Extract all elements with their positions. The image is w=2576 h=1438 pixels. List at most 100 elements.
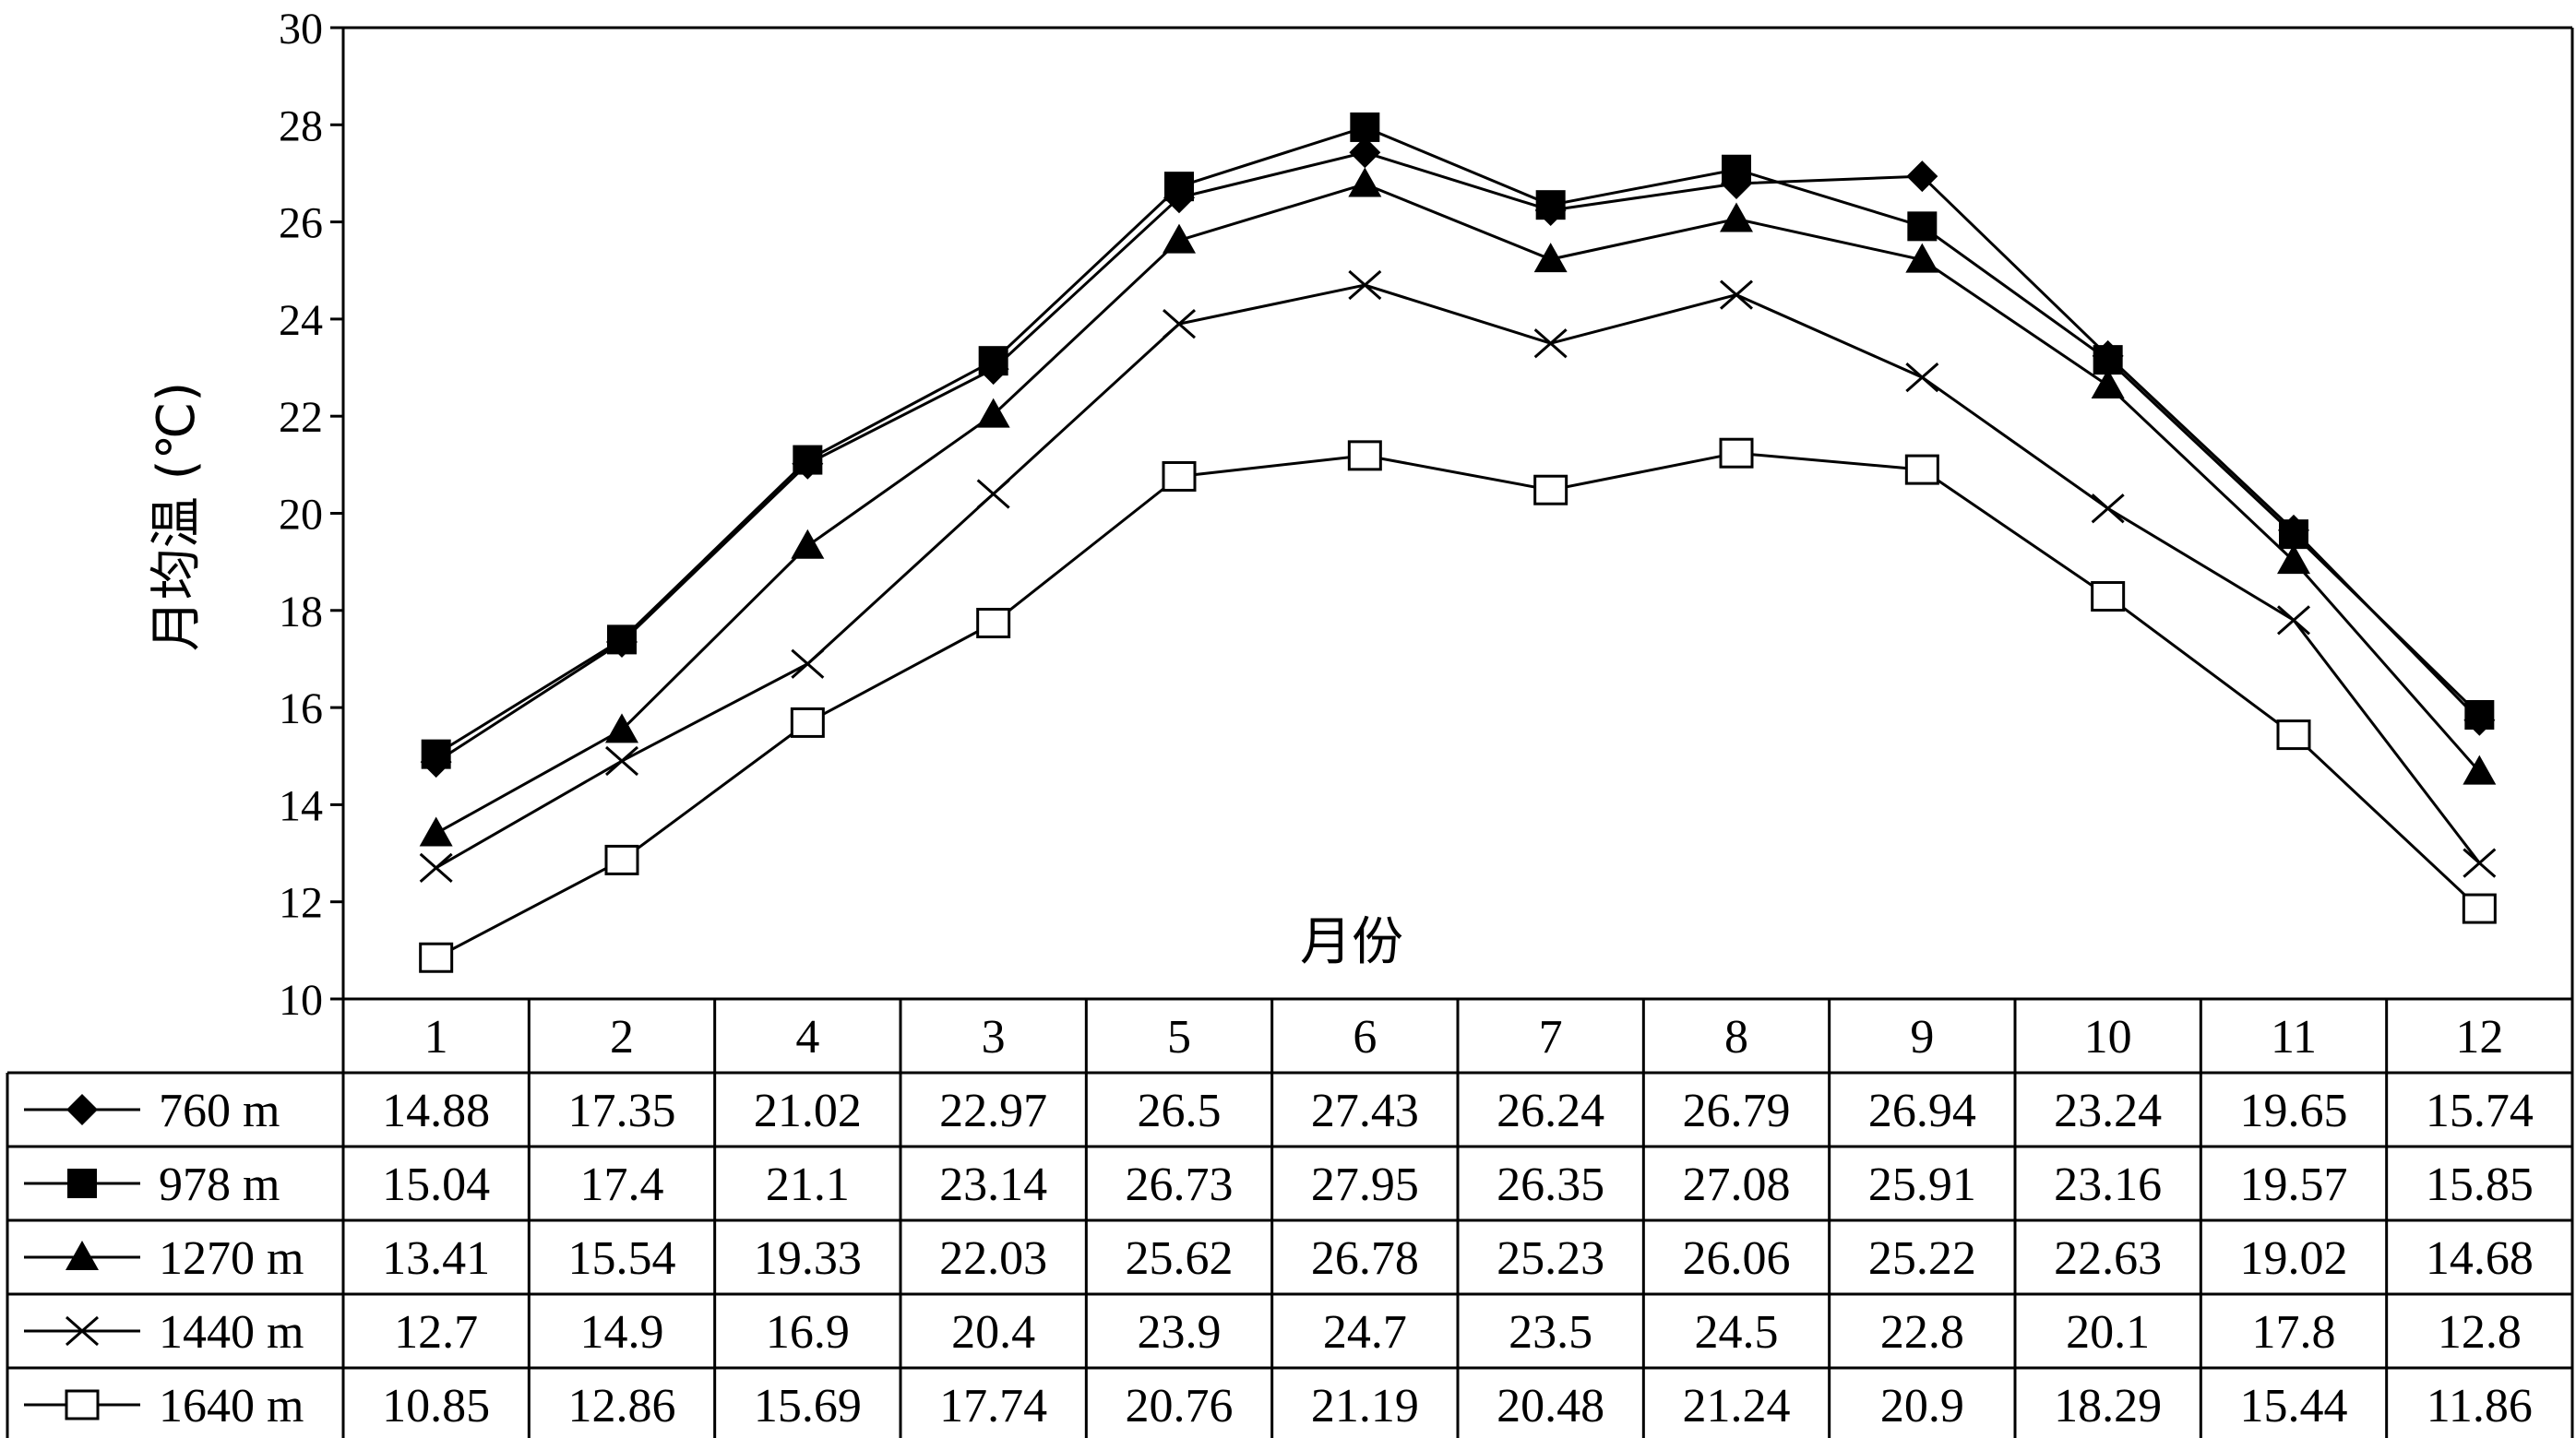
data-point [1905, 362, 1939, 393]
table-value-cell: 22.8 [1880, 1306, 1964, 1359]
x-category-label: 2 [610, 1011, 634, 1064]
data-point [2279, 519, 2308, 550]
data-point [1719, 437, 1754, 469]
table-value-cell: 25.23 [1497, 1232, 1604, 1285]
data-point [607, 624, 637, 655]
data-point [419, 942, 454, 973]
data-point [1722, 154, 1751, 184]
data-point [1533, 328, 1568, 359]
x-axis-title: 月份 [1300, 912, 1403, 972]
data-point [1350, 112, 1380, 142]
x-category-label: 7 [1539, 1011, 1563, 1064]
table-value-cell: 20.76 [1126, 1380, 1234, 1432]
table-value-cell: 12.86 [568, 1380, 676, 1432]
legend-series-name: 1440 m [159, 1306, 304, 1359]
data-point [2091, 581, 2126, 612]
x-category-label: 4 [795, 1011, 819, 1064]
table-value-cell: 26.73 [1126, 1159, 1234, 1211]
table-value-cell: 26.78 [1311, 1232, 1419, 1285]
data-point [1163, 309, 1196, 339]
y-tick-label: 16 [279, 684, 323, 733]
series-line [435, 125, 2481, 755]
data-point [978, 346, 1008, 376]
table-value-cell: 17.35 [568, 1085, 676, 1137]
data-point [605, 745, 638, 777]
x-category-label: 3 [982, 1011, 1006, 1064]
legend-key-marker [65, 1389, 100, 1420]
legend-series-name: 1640 m [159, 1380, 304, 1432]
table-value-cell: 14.9 [580, 1306, 664, 1359]
table-value-cell: 24.5 [1695, 1306, 1779, 1359]
table-value-cell: 23.24 [2054, 1085, 2162, 1137]
data-point [1535, 190, 1566, 220]
table-value-cell: 15.74 [2426, 1085, 2534, 1137]
y-tick-label: 26 [279, 199, 323, 248]
table-value-cell: 25.22 [1868, 1232, 1976, 1285]
table-value-cell: 13.41 [382, 1232, 490, 1285]
series-line [435, 182, 2481, 835]
table-value-cell: 20.9 [1880, 1380, 1964, 1432]
table-value-cell: 23.9 [1138, 1306, 1222, 1359]
data-point [419, 816, 453, 847]
table-value-cell: 27.43 [1311, 1085, 1419, 1137]
table-value-cell: 27.95 [1311, 1159, 1419, 1211]
table-value-cell: 22.03 [939, 1232, 1047, 1285]
data-point [605, 713, 638, 743]
table-value-cell: 23.16 [2054, 1159, 2162, 1211]
table-value-cell: 15.85 [2426, 1159, 2534, 1211]
data-point [419, 852, 453, 883]
table-value-cell: 19.02 [2240, 1232, 2348, 1285]
data-point [1348, 167, 1382, 197]
x-category-label: 1 [424, 1011, 448, 1064]
x-category-label: 5 [1167, 1011, 1191, 1064]
data-point [791, 529, 825, 559]
y-axis-title: 月均温 (℃) [147, 382, 207, 651]
data-point [1720, 279, 1753, 310]
data-point [2091, 369, 2125, 399]
data-point [2462, 893, 2497, 924]
table-value-cell: 15.69 [754, 1380, 862, 1432]
series-lines [435, 125, 2481, 959]
data-point [2463, 755, 2497, 785]
data-point [1349, 137, 1381, 169]
y-tick-label: 22 [279, 393, 323, 442]
data-point [976, 479, 1010, 509]
x-category-label: 11 [2271, 1011, 2317, 1064]
table-value-cell: 12.7 [394, 1306, 478, 1359]
data-point [793, 445, 823, 475]
y-tick-label: 20 [279, 491, 323, 540]
data-point [1162, 460, 1197, 492]
legend-series-name: 760 m [159, 1085, 280, 1137]
table-value-cell: 22.97 [939, 1085, 1047, 1137]
data-point [604, 844, 639, 875]
table-value-cell: 25.91 [1868, 1159, 1976, 1211]
table-value-cell: 21.24 [1683, 1380, 1791, 1432]
table-value-cell: 21.1 [766, 1159, 850, 1211]
table-value-cell: 15.04 [382, 1159, 490, 1211]
legend-key-marker [66, 1315, 99, 1347]
table-value-cell: 10.85 [382, 1380, 490, 1432]
data-point [976, 607, 1011, 638]
data-point [976, 398, 1010, 428]
data-point [1904, 454, 1939, 485]
table-value-cell: 15.44 [2240, 1380, 2348, 1432]
legend-key-marker [66, 1241, 99, 1270]
data-point [421, 739, 451, 769]
chart-axes: 10 12 14 16 18 20 22 24 26 28 30 [279, 5, 2574, 1025]
table-value-cell: 19.33 [754, 1232, 862, 1285]
table-value-cell: 17.4 [580, 1159, 664, 1211]
data-point [1906, 160, 1938, 193]
data-point [1348, 269, 1382, 301]
table-value-cell: 21.02 [754, 1085, 862, 1137]
data-point [1164, 172, 1194, 202]
y-tick-label: 30 [279, 5, 323, 53]
table-value-cell: 17.8 [2252, 1306, 2336, 1359]
x-category-label: 8 [1724, 1011, 1748, 1064]
data-point [2091, 493, 2125, 524]
table-value-cell: 23.14 [939, 1159, 1047, 1211]
y-tick-label: 18 [279, 588, 323, 636]
y-tick-label: 12 [279, 879, 323, 928]
table-value-cell: 16.9 [766, 1306, 850, 1359]
